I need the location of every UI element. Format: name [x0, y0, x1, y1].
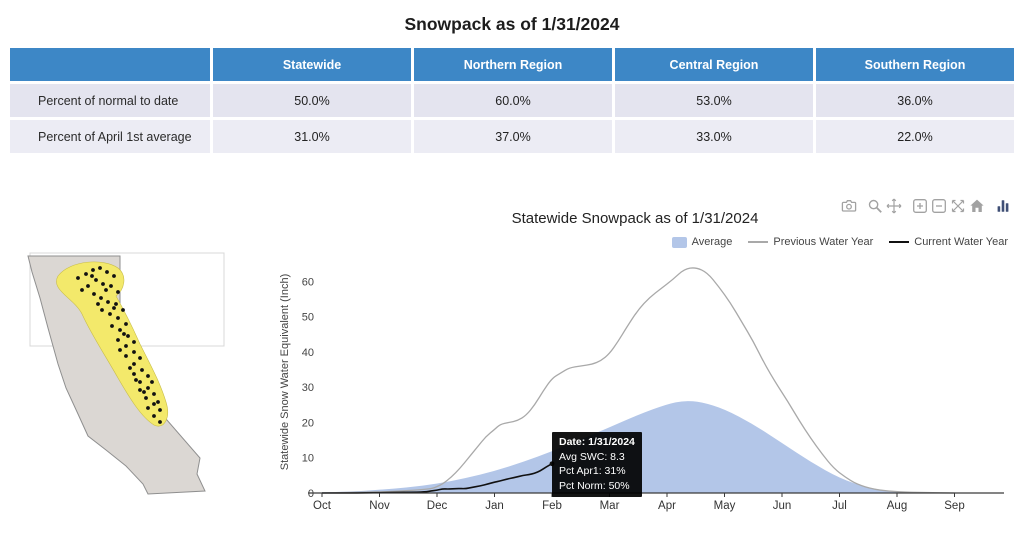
autoscale-button[interactable] [948, 197, 967, 214]
svg-text:0: 0 [308, 488, 314, 500]
svg-text:Oct: Oct [313, 500, 332, 512]
svg-text:Sep: Sep [944, 500, 964, 512]
zoom-icon [868, 199, 882, 213]
svg-text:40: 40 [302, 347, 314, 359]
california-map-image [27, 252, 225, 495]
svg-text:Jul: Jul [832, 500, 847, 512]
row-label-april-1st-average: Percent of April 1st average [10, 120, 210, 153]
legend-label: Average [691, 236, 733, 248]
snowpack-plot[interactable]: Oct Nov Dec Jan Feb Mar Apr May Jun Jul Aug Sep 0 10 2… [292, 252, 1014, 514]
table-header-southern: Southern Region [816, 48, 1014, 81]
svg-text:10: 10 [302, 453, 314, 465]
svg-text:Apr: Apr [658, 500, 676, 512]
svg-text:Jan: Jan [485, 500, 504, 512]
legend-label: Previous Water Year [773, 236, 874, 248]
pan-button[interactable] [884, 197, 903, 214]
autoscale-icon [951, 199, 964, 212]
svg-text:Mar: Mar [600, 500, 620, 512]
svg-text:Nov: Nov [369, 500, 390, 512]
chart-legend: Average Previous Water Year Current Wate… [671, 236, 1008, 248]
download-camera-button[interactable] [839, 197, 858, 214]
tooltip-date: Date: 1/31/2024 [559, 436, 635, 448]
hover-tooltip: Date: 1/31/2024 Avg SWC: 8.3 Pct Apr1: 3… [552, 432, 642, 497]
svg-text:Dec: Dec [427, 500, 448, 512]
table-cell: 53.0% [615, 84, 813, 117]
table-cell: 50.0% [213, 84, 411, 117]
svg-text:Feb: Feb [542, 500, 562, 512]
legend-item-average[interactable]: Average [671, 236, 733, 248]
snow-station-dots [76, 266, 162, 424]
y-axis-label: Statewide Snow Water Equivalent (Inch) [279, 273, 291, 471]
home-icon [969, 199, 984, 212]
table-header-central: Central Region [615, 48, 813, 81]
table-cell: 33.0% [615, 120, 813, 153]
zoom-out-icon [931, 198, 946, 213]
camera-icon [841, 199, 856, 212]
legend-label: Current Water Year [914, 236, 1008, 248]
table-header-statewide: Statewide [213, 48, 411, 81]
current-year-line-swatch [889, 241, 910, 243]
chart-modebar [839, 197, 1012, 214]
svg-text:60: 60 [302, 276, 314, 288]
svg-text:20: 20 [302, 417, 314, 429]
table-header-blank [10, 48, 210, 81]
zoom-in-button[interactable] [910, 197, 929, 214]
svg-text:50: 50 [302, 312, 314, 324]
row-label-normal-to-date: Percent of normal to date [10, 84, 210, 117]
tooltip-avg-swc: Avg SWC: 8.3 [559, 450, 625, 463]
average-area-swatch [671, 236, 687, 248]
svg-text:May: May [714, 500, 736, 512]
zoom-out-button[interactable] [929, 197, 948, 214]
zoom-in-icon [912, 198, 927, 213]
table-header-northern: Northern Region [414, 48, 612, 81]
page-title: Snowpack as of 1/31/2024 [404, 14, 620, 34]
previous-year-line-swatch [748, 241, 769, 243]
tooltip-pct-apr1: Pct Apr1: 31% [559, 465, 626, 477]
table-cell: 37.0% [414, 120, 612, 153]
svg-text:Jun: Jun [773, 500, 792, 512]
plot-area[interactable]: Oct Nov Dec Jan Feb Mar Apr May Jun Jul Aug Sep 0 10 2… [292, 252, 1014, 514]
sierra-snow-region [56, 261, 168, 427]
california-map [8, 246, 238, 512]
table-cell: 60.0% [414, 84, 612, 117]
svg-text:30: 30 [302, 382, 314, 394]
chart-title: Statewide Snowpack as of 1/31/2024 [511, 210, 759, 227]
plotly-logo-button[interactable] [993, 197, 1012, 214]
table-cell: 31.0% [213, 120, 411, 153]
table-cell: 22.0% [816, 120, 1014, 153]
snowpack-summary-table: Statewide Northern Region Central Region… [10, 48, 1014, 153]
pan-icon [886, 198, 901, 213]
tooltip-pct-norm: Pct Norm: 50% [559, 479, 630, 492]
table-cell: 36.0% [816, 84, 1014, 117]
legend-item-previous-water-year[interactable]: Previous Water Year [748, 236, 873, 248]
zoom-button[interactable] [865, 197, 884, 214]
svg-text:Aug: Aug [887, 500, 907, 512]
plotly-logo-icon [997, 199, 1008, 212]
legend-item-current-water-year[interactable]: Current Water Year [889, 236, 1008, 248]
reset-axes-button[interactable] [967, 197, 986, 214]
